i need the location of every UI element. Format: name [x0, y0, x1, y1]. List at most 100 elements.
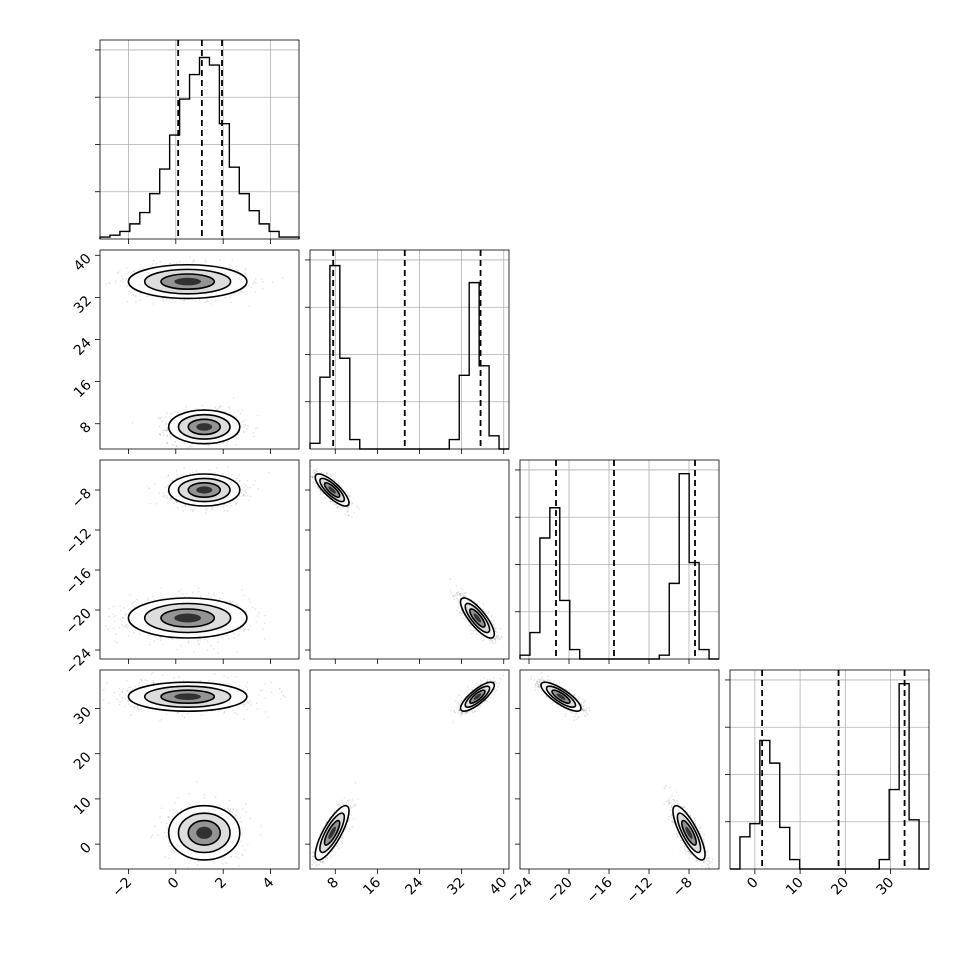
sample-point: [316, 467, 318, 470]
sample-point: [132, 270, 135, 272]
sample-point: [167, 474, 170, 476]
density-contour-1-4: [196, 486, 213, 494]
sample-point: [227, 441, 229, 443]
sample-point: [172, 503, 175, 505]
sample-point: [230, 504, 233, 507]
sample-point: [235, 502, 237, 505]
sample-point: [324, 497, 326, 499]
sample-point: [245, 419, 247, 421]
sample-point: [248, 499, 251, 502]
sample-point: [217, 641, 219, 643]
sample-point: [185, 405, 187, 408]
sample-point: [463, 596, 466, 598]
sample-point: [149, 502, 152, 505]
sample-point: [347, 508, 349, 511]
sample-point: [166, 491, 168, 493]
sample-point: [314, 482, 317, 485]
sample-point: [133, 600, 136, 603]
sample-point: [310, 482, 311, 484]
sample-point: [159, 434, 162, 436]
sample-point: [170, 413, 172, 415]
sample-point: [164, 496, 166, 498]
sample-point: [246, 480, 249, 482]
sample-point: [228, 451, 229, 452]
sample-point: [312, 475, 314, 477]
sample-point: [131, 603, 134, 606]
sample-point: [257, 612, 260, 614]
sample-point: [225, 266, 227, 269]
histogram-grid-1: [100, 40, 299, 239]
sample-point: [238, 420, 240, 422]
sample-point: [459, 612, 461, 614]
sample-point: [235, 265, 238, 268]
sample-point: [139, 299, 142, 301]
sample-point: [347, 505, 349, 507]
sample-point: [164, 416, 167, 418]
sample-point: [264, 614, 266, 617]
sample-point: [469, 624, 472, 627]
sample-point: [112, 605, 115, 608]
sample-point: [127, 271, 130, 273]
sample-point: [326, 472, 328, 474]
sample-point: [243, 493, 245, 496]
sample-point: [237, 433, 239, 436]
sample-point: [483, 608, 485, 611]
sample-point: [175, 470, 178, 472]
sample-point: [189, 472, 191, 474]
sample-point: [216, 407, 219, 410]
sample-point: [186, 447, 189, 449]
sample-point: [229, 296, 231, 299]
sample-point: [329, 500, 332, 503]
sample-point: [319, 488, 321, 491]
sample-point: [189, 509, 192, 511]
sample-point: [346, 494, 349, 496]
sample-point: [494, 638, 496, 641]
sample-point: [253, 435, 255, 438]
sample-point: [185, 505, 187, 508]
sample-point: [255, 621, 258, 623]
sample-point: [233, 292, 236, 294]
sample-point: [351, 516, 353, 518]
sample-point: [243, 594, 246, 597]
sample-point: [241, 409, 244, 411]
sample-point: [206, 300, 208, 302]
sample-point: [470, 624, 472, 626]
sample-point: [336, 506, 339, 509]
sample-point: [198, 643, 201, 645]
sample-point: [105, 283, 107, 285]
sample-point: [229, 407, 231, 410]
sample-point: [238, 494, 240, 496]
sample-point: [210, 509, 212, 511]
sample-point: [243, 431, 245, 434]
sample-point: [244, 628, 246, 631]
sample-point: [122, 617, 124, 619]
sample-point: [219, 259, 221, 261]
sample-point: [347, 514, 349, 517]
density-contour-1-4: [328, 486, 336, 494]
sample-point: [252, 606, 254, 609]
sample-point: [148, 634, 150, 636]
sample-point: [155, 503, 158, 505]
sample-point: [244, 495, 247, 497]
sample-point: [184, 504, 186, 506]
sample-point: [262, 281, 265, 283]
sample-point: [317, 487, 319, 489]
sample-point: [144, 601, 147, 603]
sample-point: [221, 592, 224, 594]
sample-point: [235, 651, 238, 653]
sample-point: [178, 261, 181, 263]
sample-point: [166, 427, 169, 429]
sample-point: [206, 508, 208, 510]
sample-point: [316, 470, 318, 473]
sample-point: [160, 637, 163, 639]
sample-point: [344, 513, 347, 516]
sample-point: [157, 416, 160, 419]
sample-point: [152, 259, 155, 262]
sample-point: [183, 473, 185, 476]
sample-point: [193, 651, 195, 653]
sample-point: [192, 471, 194, 474]
sample-point: [174, 441, 177, 443]
sample-point: [159, 433, 161, 435]
sample-point: [124, 614, 127, 616]
sample-point: [166, 429, 168, 432]
